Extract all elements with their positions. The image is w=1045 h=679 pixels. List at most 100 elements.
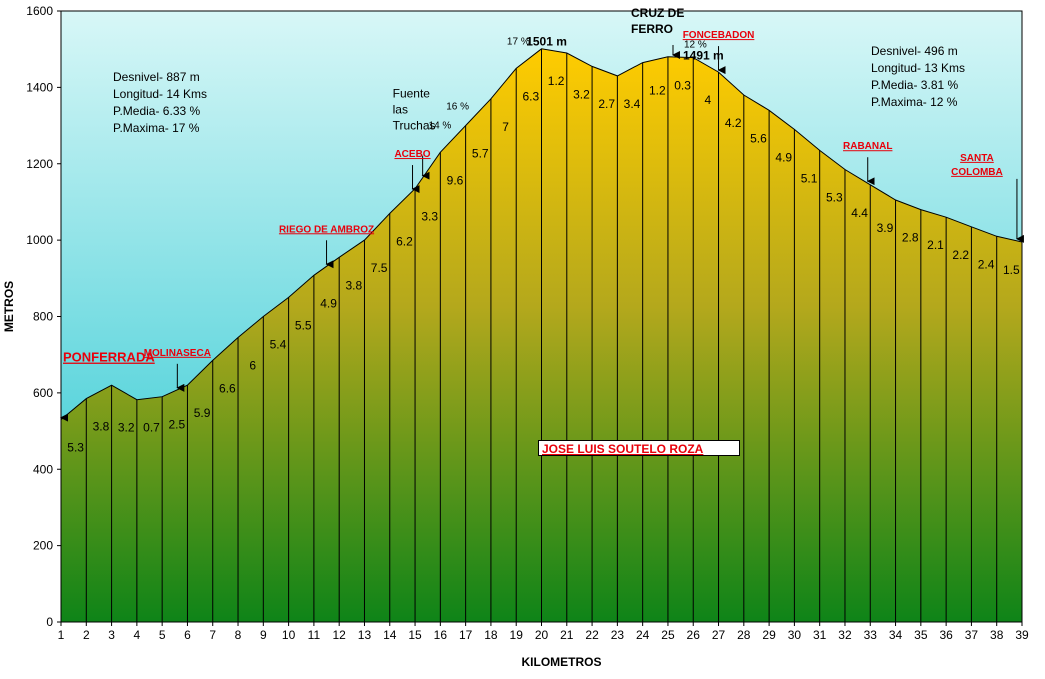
stats-left-line: Desnivel- 887 m: [113, 70, 200, 84]
x-tick-label: 5: [159, 628, 166, 642]
slope-label: 17 %: [507, 36, 530, 47]
slope-label: 14 %: [429, 120, 452, 131]
x-axis-title: KILOMETROS: [522, 655, 602, 669]
x-tick-label: 16: [434, 628, 448, 642]
x-tick-label: 28: [737, 628, 751, 642]
stats-right-line: Desnivel- 496 m: [871, 44, 958, 58]
x-tick-label: 21: [560, 628, 574, 642]
x-tick-label: 8: [235, 628, 242, 642]
segment-grade-label: 3.9: [877, 221, 894, 235]
x-tick-label: 13: [358, 628, 372, 642]
segment-grade-label: 2.1: [927, 238, 944, 252]
segment-grade-label: 6.2: [396, 234, 413, 248]
y-tick-label: 1600: [26, 4, 53, 18]
stats-left-line: Longitud- 14 Kms: [113, 87, 207, 101]
segment-grade-label: 0.3: [674, 79, 691, 93]
segment-grade-label: 3.8: [93, 420, 110, 434]
fuente-las-truchas-label: Truchas: [393, 119, 436, 133]
y-tick-label: 1000: [26, 233, 53, 247]
segment-grade-label: 1.2: [649, 84, 666, 98]
segment-grade-label: 7.5: [371, 261, 388, 275]
segment-grade-label: 4.9: [320, 296, 337, 310]
y-tick-label: 1200: [26, 157, 53, 171]
segment-grade-label: 4: [705, 93, 712, 107]
segment-grade-label: 3.2: [573, 87, 590, 101]
author-credit: JOSE LUIS SOUTELO ROZA: [538, 440, 740, 456]
x-tick-label: 17: [459, 628, 473, 642]
x-tick-label: 22: [585, 628, 599, 642]
x-tick-label: 25: [661, 628, 675, 642]
x-tick-label: 2: [83, 628, 90, 642]
x-tick-label: 30: [788, 628, 802, 642]
y-axis-title: METROS: [2, 281, 16, 332]
x-tick-label: 11: [308, 628, 321, 642]
stats-right-line: Longitud- 13 Kms: [871, 61, 965, 75]
segment-grade-label: 5.6: [750, 131, 767, 145]
peak-elevation-label: 1501 m: [526, 35, 567, 49]
segment-grade-label: 5.3: [67, 441, 84, 455]
x-tick-label: 31: [813, 628, 827, 642]
cruz-de-ferro-label: FERRO: [631, 22, 673, 36]
segment-grade-label: 5.1: [801, 171, 818, 185]
segment-grade-label: 2.2: [952, 248, 969, 262]
place-label: SANTA: [960, 153, 994, 164]
x-tick-label: 27: [712, 628, 726, 642]
y-tick-label: 400: [33, 462, 53, 476]
x-tick-label: 19: [510, 628, 524, 642]
fuente-las-truchas-label: Fuente: [393, 87, 431, 101]
x-tick-label: 10: [282, 628, 296, 642]
place-label: RIEGO DE AMBROZ: [279, 224, 374, 235]
place-label: ACEBO: [394, 149, 430, 160]
x-tick-label: 20: [535, 628, 549, 642]
x-tick-label: 15: [408, 628, 422, 642]
place-label: RABANAL: [843, 141, 892, 152]
x-tick-label: 9: [260, 628, 267, 642]
segment-grade-label: 2.8: [902, 231, 919, 245]
x-tick-label: 29: [762, 628, 776, 642]
x-tick-label: 12: [333, 628, 347, 642]
x-tick-label: 34: [889, 628, 903, 642]
segment-grade-label: 3.2: [118, 421, 135, 435]
segment-grade-label: 5.4: [270, 338, 287, 352]
peak-elevation-label: 1491 m: [683, 48, 724, 62]
cruz-de-ferro-label: CRUZ DE: [631, 6, 684, 20]
segment-grade-label: 0.7: [143, 421, 160, 435]
stats-right-line: P.Maxima- 12 %: [871, 95, 958, 109]
place-label: PONFERRADA: [63, 350, 155, 365]
place-label: COLOMBA: [951, 167, 1003, 178]
x-tick-label: 32: [838, 628, 852, 642]
x-tick-label: 37: [965, 628, 979, 642]
x-tick-label: 14: [383, 628, 397, 642]
segment-grade-label: 3.4: [624, 97, 641, 111]
x-tick-label: 1: [58, 628, 65, 642]
x-tick-label: 39: [1015, 628, 1029, 642]
x-tick-label: 38: [990, 628, 1004, 642]
segment-grade-label: 9.6: [447, 173, 464, 187]
stats-left-line: P.Media- 6.33 %: [113, 104, 200, 118]
stats-left-line: P.Maxima- 17 %: [113, 121, 200, 135]
segment-grade-label: 4.9: [775, 150, 792, 164]
segment-grade-label: 5.7: [472, 147, 489, 161]
segment-grade-label: 4.4: [851, 206, 868, 220]
segment-grade-label: 1.2: [548, 74, 565, 88]
segment-grade-label: 5.9: [194, 406, 211, 420]
fuente-las-truchas-label: las: [393, 103, 408, 117]
x-tick-label: 6: [184, 628, 191, 642]
slope-label: 12 %: [684, 39, 707, 50]
segment-grade-label: 1.5: [1003, 263, 1020, 277]
segment-grade-label: 5.3: [826, 190, 843, 204]
stats-right-line: P.Media- 3.81 %: [871, 78, 958, 92]
x-tick-label: 4: [134, 628, 141, 642]
x-tick-label: 26: [687, 628, 701, 642]
slope-label: 16 %: [446, 102, 469, 113]
segment-grade-label: 6: [249, 359, 256, 373]
segment-grade-label: 3.3: [421, 210, 438, 224]
segment-grade-label: 6.6: [219, 381, 236, 395]
y-tick-label: 800: [33, 310, 53, 324]
segment-grade-label: 5.5: [295, 318, 312, 332]
x-tick-label: 7: [209, 628, 216, 642]
segment-grade-label: 7: [502, 120, 509, 134]
x-tick-label: 18: [484, 628, 498, 642]
segment-grade-label: 2.5: [168, 418, 185, 432]
